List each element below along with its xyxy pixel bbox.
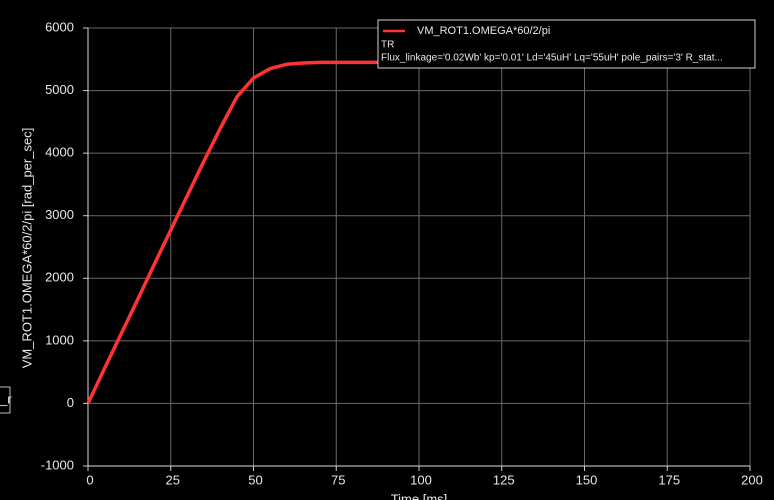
x-tick-label: 25 — [166, 472, 180, 487]
side-tab[interactable] — [0, 386, 11, 414]
x-tick-label: 175 — [658, 472, 680, 487]
y-tick-label: -1000 — [41, 457, 74, 472]
y-axis-label: VM_ROT1.OMEGA*60/2/pi [rad_per_sec] — [19, 128, 34, 369]
legend-detail: Flux_linkage='0.02Wb' kp='0.01' Ld='45uH… — [381, 53, 723, 64]
y-tick-label: 5000 — [45, 82, 74, 97]
y-tick-label: 0 — [67, 395, 74, 410]
legend-box[interactable] — [377, 19, 756, 69]
y-tick-label: 3000 — [45, 207, 74, 222]
y-tick-label: 2000 — [45, 270, 74, 285]
x-tick-label: 100 — [410, 472, 432, 487]
y-tick-label: 4000 — [45, 145, 74, 160]
x-axis-label: Time [ms] — [391, 491, 448, 500]
legend-detail: TR — [381, 40, 394, 51]
x-tick-label: 50 — [248, 472, 262, 487]
x-tick-label: 125 — [493, 472, 515, 487]
legend-label: VM_ROT1.OMEGA*60/2/pi — [417, 25, 550, 37]
x-tick-label: 0 — [86, 472, 93, 487]
series-line — [86, 60, 386, 405]
y-tick-label: 6000 — [45, 19, 74, 34]
x-tick-label: 200 — [741, 472, 763, 487]
x-tick-label: 75 — [331, 472, 345, 487]
plot-area: -1000 0 1000 2000 3000 4000 5000 6000 0 25 50 75 100… — [41, 19, 763, 487]
legend[interactable]: VM_ROT1.OMEGA*60/2/pi TR Flux_linkage='0.0… — [377, 19, 756, 69]
y-tick-label: 1000 — [45, 332, 74, 347]
side-tab-label[interactable]: _r — [0, 391, 12, 406]
x-tick-label: 150 — [576, 472, 598, 487]
